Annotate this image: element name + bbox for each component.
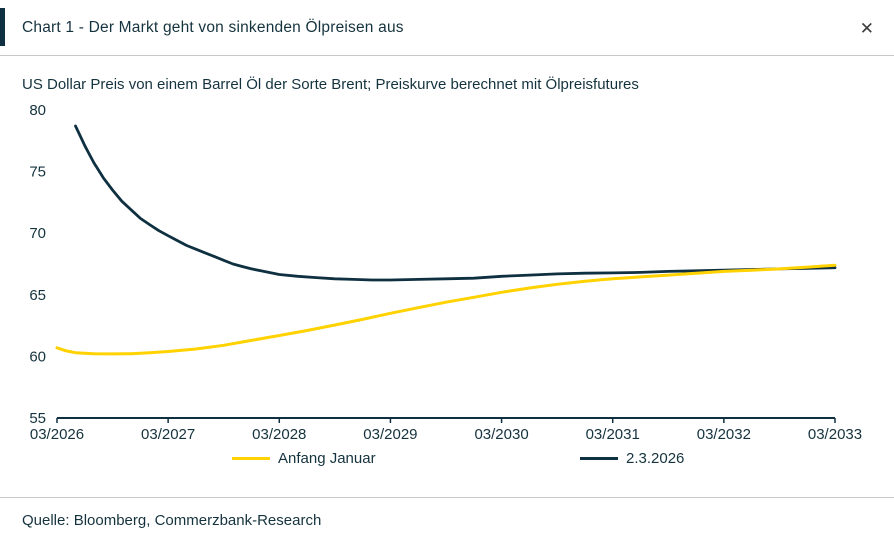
y-axis-tick-label: 70 [29,225,46,242]
x-axis-tick-label: 03/2027 [141,426,195,443]
x-axis-tick-label: 03/2033 [808,426,862,443]
series-line-anfang-januar [55,263,837,356]
chart-title: Chart 1 - Der Markt geht von sinkenden Ö… [22,19,404,36]
x-axis-tick-label: 03/2029 [363,426,417,443]
x-axis-tick-label: 03/2028 [252,426,306,443]
footer-divider [0,497,894,498]
series-line-2-3-2026 [74,124,837,282]
legend-label: 2.3.2026 [626,450,685,467]
y-axis-tick-label: 65 [29,287,46,304]
legend-label: Anfang Januar [278,450,376,467]
x-axis-tick-label: 03/2031 [586,426,640,443]
x-axis-tick-label: 03/2032 [697,426,751,443]
y-axis-tick-label: 75 [29,164,46,181]
y-axis-tick-label: 55 [29,410,46,427]
dialog-header: Chart 1 - Der Markt geht von sinkenden Ö… [0,0,894,56]
legend-item-anfang-januar[interactable]: Anfang Januar [232,450,376,467]
oil-price-line-chart: 55 60 65 70 75 80 03/2026 03/2027 03/2028 03/2029… [29,102,862,443]
legend-item-futures-2-3-2026[interactable]: 2.3.2026 [580,450,684,467]
source-note: Quelle: Bloomberg, Commerzbank-Research [22,512,322,529]
close-icon[interactable]: ✕ [856,16,878,41]
title-accent-bar [0,8,5,46]
y-axis-tick-label: 60 [29,348,46,365]
legend-line-yellow-icon [232,457,270,460]
x-axis-tick-label: 03/2030 [474,426,528,443]
x-axis-tick-label: 03/2026 [30,426,84,443]
legend-line-dark-icon [580,457,618,460]
chart-subtitle: US Dollar Preis von einem Barrel Öl der … [22,76,639,93]
y-axis-tick-label: 80 [29,102,46,119]
chart-legend: Anfang Januar 2.3.2026 [0,450,894,472]
